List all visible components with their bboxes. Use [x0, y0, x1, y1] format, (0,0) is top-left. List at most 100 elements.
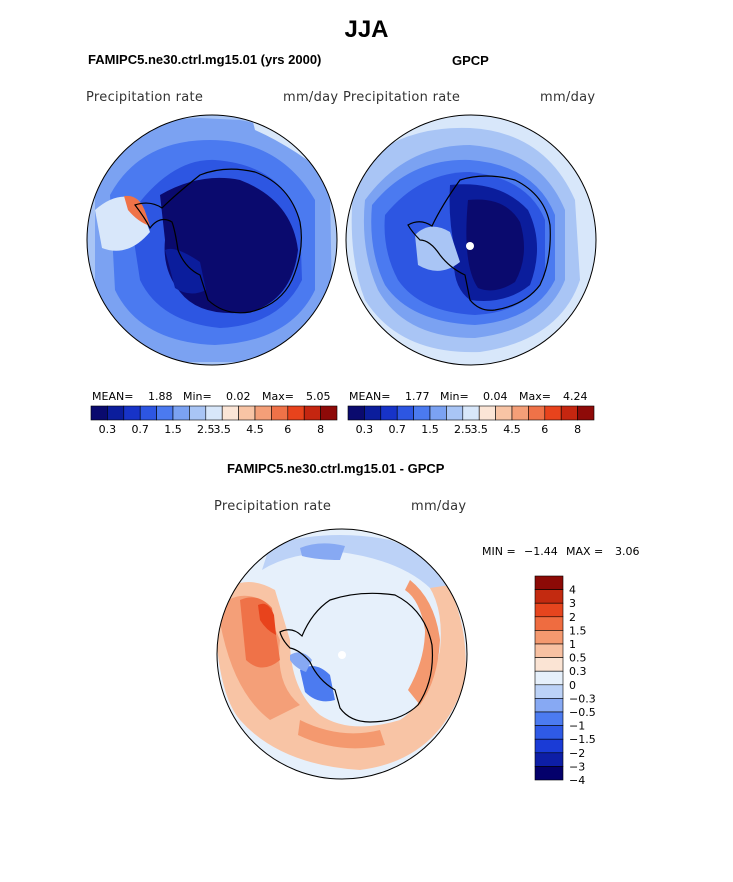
panel2-colorbar-cell	[347, 405, 365, 421]
panel3-colorbar-tick-label: 0	[569, 679, 576, 692]
panel2-colorbar-tick-label: 8	[574, 423, 581, 436]
panel3-colorbar-cell	[534, 670, 564, 686]
panel3-max-label: MAX =	[566, 545, 604, 558]
panel1-colorbar-cell	[238, 405, 256, 421]
panel3-colorbar-cell	[534, 684, 564, 699]
panel1-variable-label: Precipitation rate	[86, 90, 204, 105]
panel2-colorbar-tick-label: 3.5	[470, 423, 488, 436]
panel1-colorbar-cell	[107, 405, 125, 421]
panel2-colorbar-cell	[380, 405, 398, 421]
panel1-colorbar-cell	[287, 405, 305, 421]
panel2-mean-label: MEAN=	[349, 390, 391, 403]
panel2-min-label: Min=	[440, 390, 469, 403]
panel3-colorbar-tick-label: −3	[569, 760, 585, 773]
panel1-colorbar-cell	[123, 405, 141, 421]
panel2-colorbar-tick-label: 2.5	[454, 423, 472, 436]
panel2-colorbar-cell	[429, 405, 447, 421]
panel2-ross-light	[415, 226, 460, 271]
panel2-units-label: mm/day	[540, 90, 596, 105]
panel1-units-label: mm/day	[283, 90, 339, 105]
panel1-colorbar-cell	[271, 405, 289, 421]
panel3-title: FAMIPC5.ne30.ctrl.mg15.01 - GPCP	[227, 461, 445, 476]
panel2-max-label: Max=	[519, 390, 551, 403]
panel3-ross-blue	[300, 666, 335, 702]
panel1-mean-value: 1.88	[148, 390, 173, 403]
panel1-colorbar-cell	[90, 405, 108, 421]
panel1-colorbar-cell	[221, 405, 239, 421]
panel2-colorbar: 0.3 0.7 1.5 2.53.5 4.5 6 8	[347, 405, 595, 436]
panel3-colorbar-cell	[534, 711, 564, 726]
panel2-colorbar-tick-label: 1.5	[421, 423, 439, 436]
panel3-colorbar-tick-label: 3	[569, 597, 576, 610]
panel2-colorbar-cell	[528, 405, 546, 421]
panel2-colorbar-cell	[478, 405, 496, 421]
panel1-colorbar-tick-label: 0.3	[99, 423, 117, 436]
panel3-colorbar-cell	[534, 602, 564, 618]
panel2-colorbar-cell	[413, 405, 431, 421]
panel1-map-border	[86, 114, 338, 366]
panel1-colorbar-cell	[303, 405, 321, 421]
panel2-colorbar-tick-label: 4.5	[503, 423, 521, 436]
panel1-map	[87, 115, 337, 365]
panel3-colorbar-tick-label: 0.3	[569, 665, 587, 678]
panel2-map	[346, 115, 596, 365]
panel2-map-border	[345, 114, 597, 366]
panel1-colorbar-cell	[172, 405, 190, 421]
panel1-colorbar-tick-label: 6	[284, 423, 291, 436]
panel3-colorbar-tick-label: 1.5	[569, 624, 587, 637]
panel1-max-label: Max=	[262, 390, 294, 403]
panel3-colorbar-tick-label: −2	[569, 747, 585, 760]
panel3-colorbar-cell	[534, 589, 564, 604]
panel3-colorbar-cell	[534, 575, 564, 590]
panel3-min-value: −1.44	[524, 545, 558, 558]
panel2-max-value: 4.24	[563, 390, 588, 403]
panel1-colorbar-tick-label: 1.5	[164, 423, 182, 436]
panel3-colorbar-cell	[534, 725, 564, 740]
panel2-colorbar-tick-label: 6	[541, 423, 548, 436]
panel3-units-label: mm/day	[411, 499, 467, 514]
panel3-colorbar-tick-label: −0.3	[569, 692, 596, 705]
panel1-colorbar-tick-label: 0.7	[131, 423, 149, 436]
panel1-ross-region	[165, 248, 206, 294]
panel1-colorbar-tick-label: 4.5	[246, 423, 264, 436]
panel1-min-label: Min=	[183, 390, 212, 403]
panel3-map	[217, 529, 467, 779]
panel3-colorbar-tick-label: −1.5	[569, 733, 596, 746]
panel1-mean-label: MEAN=	[92, 390, 134, 403]
figure-title: JJA	[344, 16, 389, 43]
panel3-colorbar-tick-label: 0.5	[569, 652, 587, 665]
panel2-colorbar-cell	[560, 405, 578, 421]
panel3-colorbar-tick-label: 1	[569, 638, 576, 651]
panel1-colorbar-cell	[254, 405, 272, 421]
panel1-colorbar-tick-label: 3.5	[213, 423, 231, 436]
panel1-colorbar-cell	[139, 405, 157, 421]
panel3-max-value: 3.06	[615, 545, 640, 558]
panel3-map-border	[216, 528, 468, 780]
panel2-coastline	[407, 175, 551, 311]
panel3-pole-marker	[338, 651, 346, 659]
panel3-colorbar-cell	[534, 657, 564, 672]
panel1-colorbar-cell	[320, 405, 338, 421]
panel2-min-value: 0.04	[483, 390, 508, 403]
panel3-variable-label: Precipitation rate	[214, 499, 332, 514]
panel2-mean-value: 1.77	[405, 390, 430, 403]
panel1-colorbar-cell	[205, 405, 223, 421]
panel2-colorbar-cell	[446, 405, 464, 421]
panel3-colorbar-cell	[534, 616, 564, 631]
panel1-colorbar-cell	[189, 405, 207, 421]
panel3-colorbar-cell	[534, 630, 564, 645]
panel3-colorbar-tick-label: −4	[569, 774, 585, 787]
panel2-pole-marker	[466, 242, 474, 250]
panel3-north-blue-dark	[300, 543, 345, 560]
panel1-colorbar-tick-label: 2.5	[197, 423, 215, 436]
panel2-colorbar-cell	[396, 405, 414, 421]
panel2-colorbar-tick-label: 0.3	[356, 423, 374, 436]
panel1-coastline	[134, 168, 302, 314]
panel3-red-ring	[217, 570, 466, 770]
panel3-coastline	[279, 592, 434, 723]
panel3-colorbar-cell	[534, 698, 564, 713]
panel1-colorbar: 0.3 0.7 1.5 2.53.5 4.5 6 8	[90, 405, 338, 436]
panel3-colorbar-tick-label: 2	[569, 611, 576, 624]
